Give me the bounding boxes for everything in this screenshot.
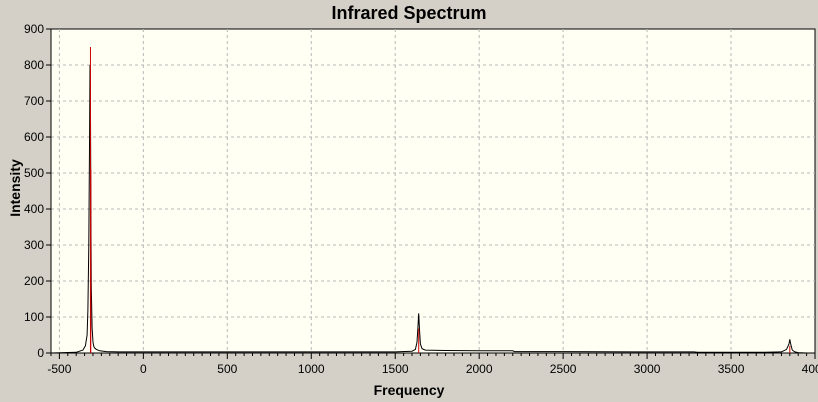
y-tick-label: 400	[24, 202, 44, 216]
x-tick-label: 1500	[382, 362, 409, 376]
x-tick-label: 4000	[802, 362, 818, 376]
x-tick-label: 2500	[550, 362, 577, 376]
y-tick-label: 700	[24, 94, 44, 108]
x-axis-label: Frequency	[373, 382, 445, 398]
x-tick-label: 2000	[466, 362, 493, 376]
x-tick-label: 3500	[718, 362, 745, 376]
y-tick-label: 600	[24, 130, 44, 144]
y-tick-label: 300	[24, 238, 44, 252]
y-tick-label: 900	[24, 22, 44, 36]
x-tick-label: 0	[140, 362, 147, 376]
y-tick-label: 100	[24, 310, 44, 324]
x-tick-label: 500	[217, 362, 237, 376]
y-tick-label: 0	[37, 346, 44, 360]
x-tick-label: 3000	[634, 362, 661, 376]
y-tick-label: 800	[24, 58, 44, 72]
y-tick-label: 500	[24, 166, 44, 180]
y-tick-label: 200	[24, 274, 44, 288]
x-tick-label: 1000	[298, 362, 325, 376]
x-tick-label: -500	[47, 362, 71, 376]
chart-title: Infrared Spectrum	[331, 3, 487, 23]
plot-area	[50, 28, 816, 354]
